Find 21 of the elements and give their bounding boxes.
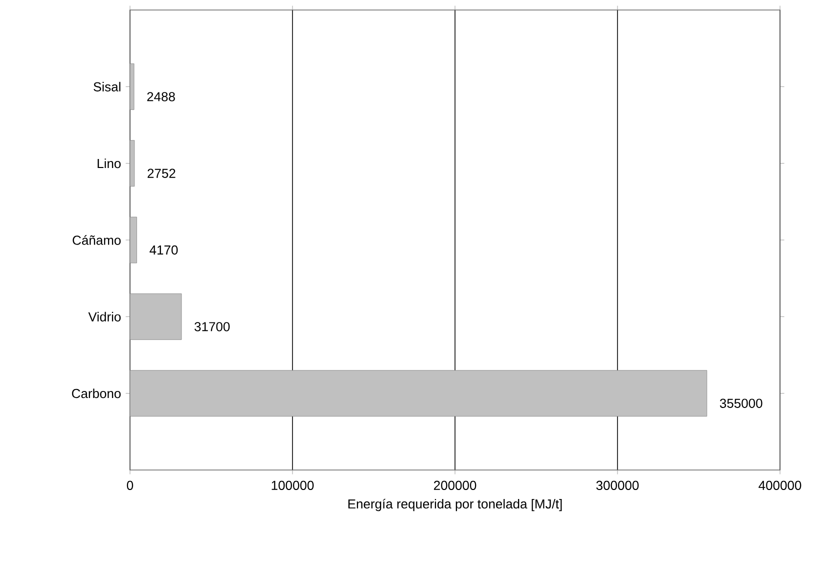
x-axis-title: Energía requerida por tonelada [MJ/t] xyxy=(348,498,562,512)
y-tick-label: Sisal xyxy=(94,82,120,92)
data-label: 355000 xyxy=(720,398,762,408)
x-tick-label: 400000 xyxy=(758,480,802,490)
y-tick-label: Carbono xyxy=(72,388,121,398)
x-tick-label: 100000 xyxy=(272,480,314,490)
data-label: 2488 xyxy=(147,92,175,102)
data-label: 4170 xyxy=(150,245,178,255)
data-label: 31700 xyxy=(194,322,230,332)
bar xyxy=(130,216,137,264)
y-tick-label: Vidrio xyxy=(88,312,121,322)
x-tick-label: 300000 xyxy=(596,480,639,490)
x-tick-label: 0 xyxy=(126,480,134,490)
bar xyxy=(130,370,708,417)
bar xyxy=(130,293,182,340)
y-tick-label: Cáñamo xyxy=(72,235,121,245)
y-tick-label: Lino xyxy=(98,158,121,168)
bar xyxy=(130,140,135,187)
data-label: 2752 xyxy=(148,168,176,178)
bar xyxy=(130,63,134,110)
x-tick-label: 200000 xyxy=(434,480,476,490)
